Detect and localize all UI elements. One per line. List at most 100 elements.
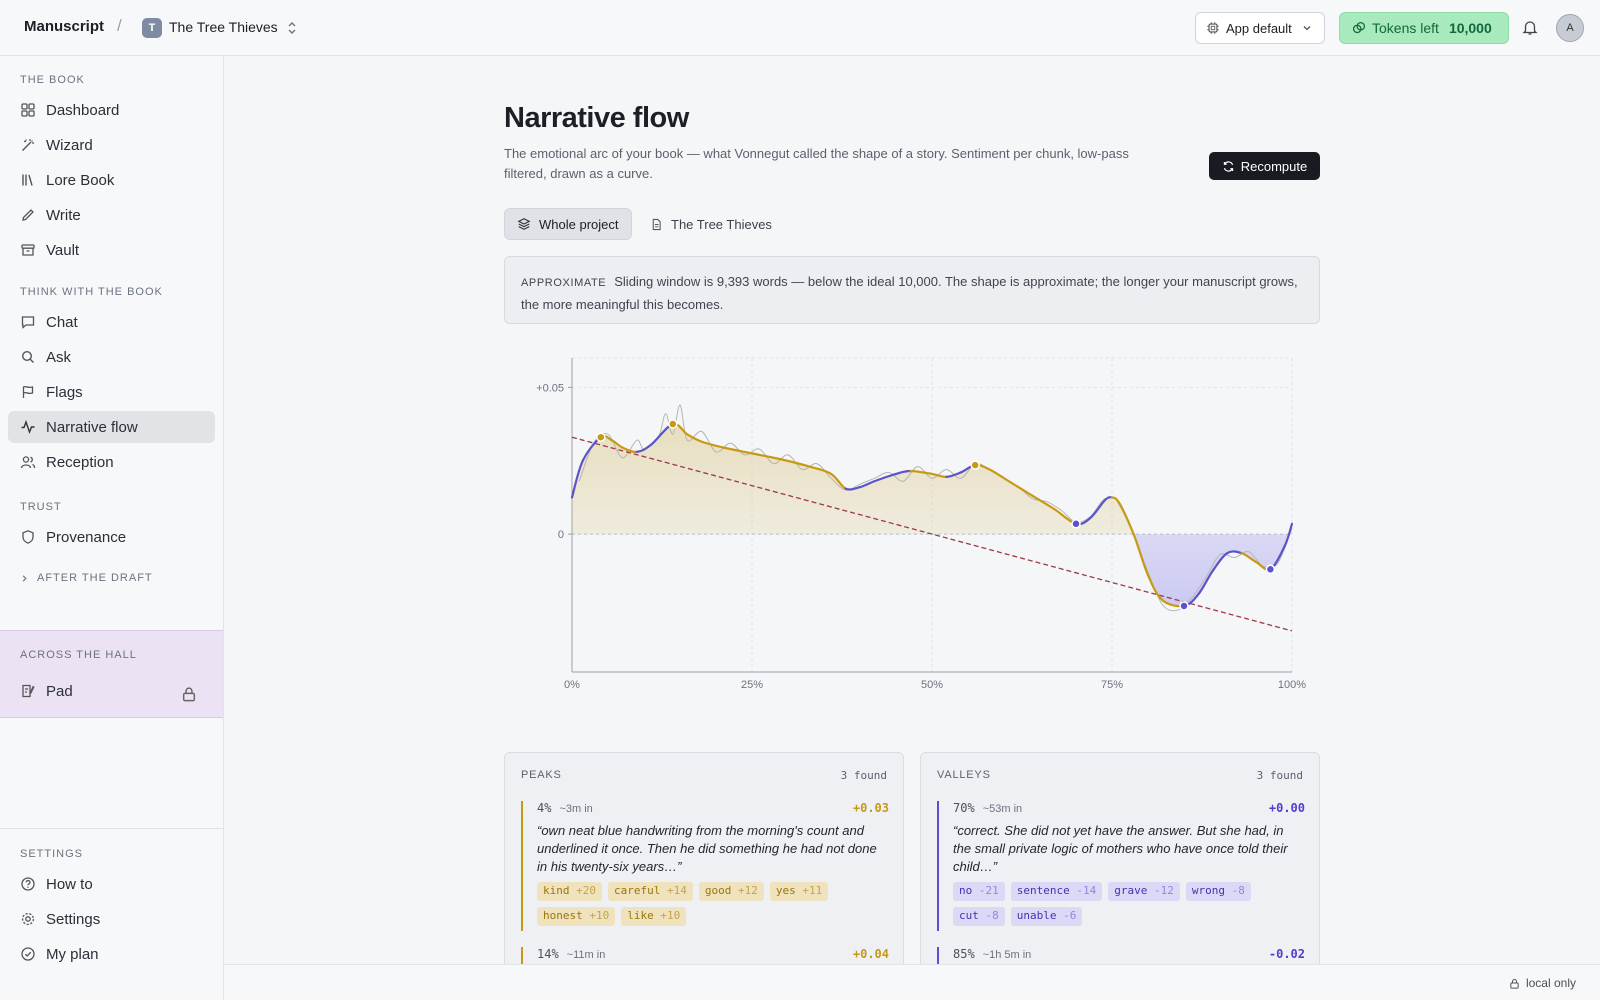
x-tick-label: 75% bbox=[1101, 679, 1123, 691]
bell-icon[interactable] bbox=[1521, 18, 1539, 36]
page-subtitle: The emotional arc of your book — what Vo… bbox=[504, 146, 1129, 181]
approximate-notice: APPROXIMATE Sliding window is 9,393 words… bbox=[504, 256, 1320, 324]
project-name[interactable]: The Tree Thieves bbox=[169, 19, 278, 35]
sidebar-item-narrative-flow[interactable]: Narrative flow bbox=[8, 411, 215, 443]
scope-document-label: The Tree Thieves bbox=[671, 216, 772, 232]
sidebar-item-vault[interactable]: Vault bbox=[8, 234, 215, 266]
smoothed-sentiment-segment bbox=[930, 472, 948, 478]
section-label-the-book: THE BOOK bbox=[20, 74, 85, 86]
peaks-title: PEAKS bbox=[521, 769, 562, 781]
peak-time: ~11m in bbox=[566, 949, 606, 961]
notice-text: Sliding window is 9,393 words — below th… bbox=[521, 274, 1298, 312]
sidebar-item-ask[interactable]: Ask bbox=[8, 341, 215, 373]
sidebar-item-flags[interactable]: Flags bbox=[8, 376, 215, 408]
word-chip: cut -8 bbox=[953, 907, 1005, 926]
valley-entry[interactable]: 70% ~53m in +0.00 “correct. She did not … bbox=[937, 801, 1305, 931]
smoothed-sentiment-segment bbox=[1240, 552, 1258, 564]
sidebar-item-settings[interactable]: Settings bbox=[8, 903, 215, 935]
smoothed-sentiment-segment bbox=[830, 472, 847, 490]
user-avatar[interactable]: A bbox=[1556, 14, 1584, 42]
message-icon bbox=[21, 316, 35, 329]
app-name[interactable]: Manuscript bbox=[24, 18, 105, 35]
lock-icon bbox=[1510, 978, 1519, 989]
peak-entry[interactable]: 14% ~11m in +0.04 bbox=[521, 947, 889, 981]
smoothed-sentiment-segment bbox=[1146, 574, 1164, 602]
sidebar-item-provenance[interactable]: Provenance bbox=[8, 521, 215, 553]
sidebar-item-label: Write bbox=[46, 206, 81, 224]
smoothed-sentiment-segment bbox=[844, 486, 862, 491]
library-icon bbox=[22, 174, 33, 186]
smoothed-sentiment-segment bbox=[894, 469, 912, 476]
sidebar-item-label: Provenance bbox=[46, 528, 127, 546]
main-content: Narrative flow The emotional arc of your… bbox=[224, 56, 1600, 982]
breadcrumb-separator: / bbox=[117, 16, 122, 35]
word-chip: careful +14 bbox=[608, 882, 693, 901]
across-the-hall-panel: ACROSS THE HALL Pad bbox=[0, 630, 223, 718]
sidebar-item-wizard[interactable]: Wizard bbox=[8, 129, 215, 161]
model-selector[interactable]: App default bbox=[1195, 12, 1325, 44]
valleys-card: VALLEYS 3 found 70% ~53m in +0.00 “corre… bbox=[920, 752, 1320, 982]
peak-score: +0.04 bbox=[852, 947, 889, 961]
sidebar-item-dashboard[interactable]: Dashboard bbox=[8, 94, 215, 126]
narrative-flow-chart: 0% 25% 50% 75% 100% +0.05 0 bbox=[536, 357, 1306, 691]
y-tick-label: 0 bbox=[558, 529, 564, 541]
scope-whole-project[interactable]: Whole project bbox=[504, 208, 632, 240]
scope-document[interactable]: The Tree Thieves bbox=[650, 208, 772, 240]
valley-percent: 70% bbox=[953, 801, 975, 815]
sidebar-item-chat[interactable]: Chat bbox=[8, 306, 215, 338]
recompute-label: Recompute bbox=[1240, 158, 1308, 174]
word-chip: no -21 bbox=[953, 882, 1005, 901]
smoothed-sentiment-segment bbox=[610, 439, 624, 449]
section-label-across-the-hall: ACROSS THE HALL bbox=[20, 649, 137, 661]
word-chip: unable -6 bbox=[1010, 907, 1083, 926]
smoothed-sentiment-segment bbox=[1031, 494, 1056, 511]
chip-icon bbox=[1207, 22, 1219, 34]
activity-icon bbox=[21, 419, 35, 434]
smoothed-sentiment-segment bbox=[750, 452, 782, 461]
status-bar: local only bbox=[224, 964, 1600, 1000]
refresh-icon bbox=[1223, 160, 1233, 172]
smoothed-sentiment-segment bbox=[779, 458, 811, 468]
project-avatar[interactable]: T bbox=[142, 18, 162, 38]
sidebar-item-lore-book[interactable]: Lore Book bbox=[8, 164, 215, 196]
sidebar-item-label: Narrative flow bbox=[46, 418, 138, 436]
help-circle-icon bbox=[21, 877, 35, 891]
pencil-icon bbox=[22, 209, 34, 221]
sidebar-item-pad[interactable]: Pad bbox=[8, 675, 215, 707]
smoothed-sentiment-segment bbox=[686, 433, 703, 443]
word-chip: kind +20 bbox=[537, 882, 602, 901]
peak-entry[interactable]: 4% ~3m in +0.03 “own neat blue handwriti… bbox=[521, 801, 889, 931]
y-tick-label: +0.05 bbox=[536, 382, 564, 394]
x-tick-label: 100% bbox=[1278, 679, 1306, 691]
peak-quote: “own neat blue handwriting from the morn… bbox=[537, 823, 877, 874]
x-tick-label: 25% bbox=[741, 679, 763, 691]
sidebar-item-how-to[interactable]: How to bbox=[8, 868, 215, 900]
sidebar-item-label: Flags bbox=[46, 383, 83, 401]
peak-marker bbox=[970, 460, 980, 470]
after-draft-toggle[interactable]: AFTER THE DRAFT bbox=[20, 572, 153, 584]
valley-score: +0.00 bbox=[1268, 801, 1305, 815]
chevron-up-down-icon[interactable] bbox=[286, 20, 298, 36]
x-tick-label: 50% bbox=[921, 679, 943, 691]
sidebar-item-label: How to bbox=[46, 875, 93, 893]
valley-marker bbox=[1071, 519, 1081, 529]
peak-word-chips: kind +20 careful +14 good +12 yes +11 honest… bbox=[537, 882, 889, 926]
valley-entry[interactable]: 85% ~1h 5m in -0.02 bbox=[937, 947, 1305, 981]
section-label-think: THINK WITH THE BOOK bbox=[20, 286, 163, 298]
recompute-button[interactable]: Recompute bbox=[1209, 152, 1320, 180]
sidebar-item-reception[interactable]: Reception bbox=[8, 446, 215, 478]
sidebar-item-my-plan[interactable]: My plan bbox=[8, 938, 215, 970]
smoothed-sentiment-segment bbox=[1211, 552, 1229, 572]
peak-score: +0.03 bbox=[852, 801, 889, 815]
valley-time: ~53m in bbox=[982, 803, 1023, 815]
word-chip: good +12 bbox=[698, 882, 764, 901]
top-bar: Manuscript / T The Tree Thieves App defa… bbox=[0, 0, 1600, 56]
negative-area bbox=[572, 534, 1292, 607]
valley-quote: “correct. She did not yet have the answe… bbox=[953, 823, 1288, 874]
sidebar-item-label: My plan bbox=[46, 945, 99, 963]
sidebar-item-write[interactable]: Write bbox=[8, 199, 215, 231]
chevron-down-icon bbox=[1303, 26, 1311, 31]
sidebar-divider bbox=[0, 828, 223, 829]
tokens-badge[interactable]: Tokens left 10,000 bbox=[1339, 12, 1509, 44]
smoothed-sentiment-segment bbox=[1283, 522, 1294, 547]
